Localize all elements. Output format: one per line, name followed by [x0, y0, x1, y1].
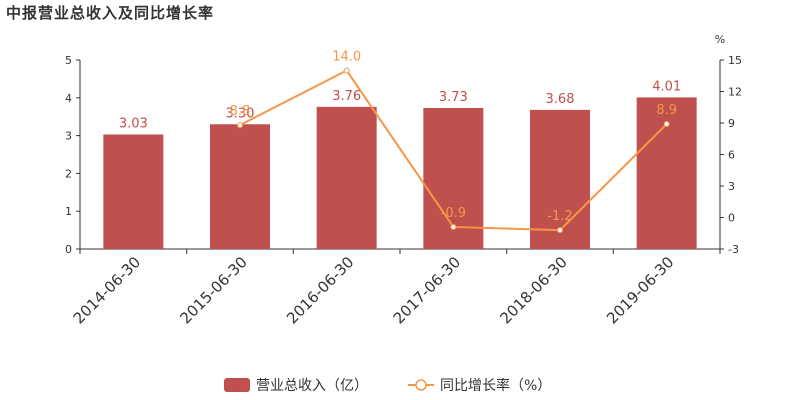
growth-rate-data-label: -0.9 [441, 206, 466, 221]
revenue-data-label: 3.76 [332, 89, 361, 104]
right-tick-label: 6 [728, 149, 735, 162]
right-tick-label: 15 [728, 54, 742, 67]
growth-rate-data-label: 8.8 [230, 104, 251, 119]
x-tick-label: 2016-06-30 [283, 253, 357, 327]
growth-rate-data-label: -1.2 [547, 209, 572, 224]
revenue-data-label: 4.01 [652, 79, 681, 94]
right-tick-label: 12 [728, 86, 742, 99]
growth-rate-point [343, 67, 350, 74]
x-tick-label: 2018-06-30 [496, 253, 570, 327]
revenue-bar [316, 106, 377, 249]
growth-rate-data-label: 8.9 [656, 103, 677, 118]
left-tick-label: 0 [65, 243, 72, 256]
x-tick-label: 2019-06-30 [603, 253, 677, 327]
x-tick-label: 2015-06-30 [176, 253, 250, 327]
growth-rate-point [450, 223, 457, 230]
revenue-data-label: 3.03 [119, 116, 148, 131]
left-tick-label: 2 [65, 167, 72, 180]
x-tick-label: 2014-06-30 [70, 253, 144, 327]
revenue-bar [530, 109, 590, 250]
right-tick-label: 0 [728, 212, 735, 225]
growth-rate-point [237, 122, 243, 129]
revenue-data-label: 3.73 [439, 90, 468, 105]
right-tick-label: 9 [728, 117, 735, 130]
revenue-bar [210, 124, 270, 249]
left-tick-label: 5 [65, 54, 72, 67]
right-tick-label: 3 [728, 180, 735, 193]
revenue-bar [636, 97, 697, 249]
growth-rate-point [663, 121, 670, 128]
left-tick-label: 1 [65, 205, 72, 218]
revenue-data-label: 3.30 [226, 106, 255, 121]
growth-rate-data-label: 14.0 [332, 50, 361, 65]
growth-rate-point [557, 227, 563, 234]
right-tick-label: -3 [728, 243, 739, 256]
legend-growth-label: 同比增长率（%） [440, 377, 551, 394]
right-axis-unit: % [715, 33, 725, 46]
legend-revenue-swatch [224, 378, 250, 392]
revenue-data-label: 3.68 [546, 92, 575, 107]
x-tick-label: 2017-06-30 [390, 253, 464, 327]
left-tick-label: 4 [65, 92, 72, 105]
legend-growth-marker [415, 379, 427, 391]
legend-revenue-label: 营业总收入（亿） [256, 378, 368, 394]
revenue-bar [103, 134, 164, 249]
left-tick-label: 3 [65, 130, 72, 143]
chart-title: 中报营业总收入及同比增长率 [6, 4, 215, 22]
